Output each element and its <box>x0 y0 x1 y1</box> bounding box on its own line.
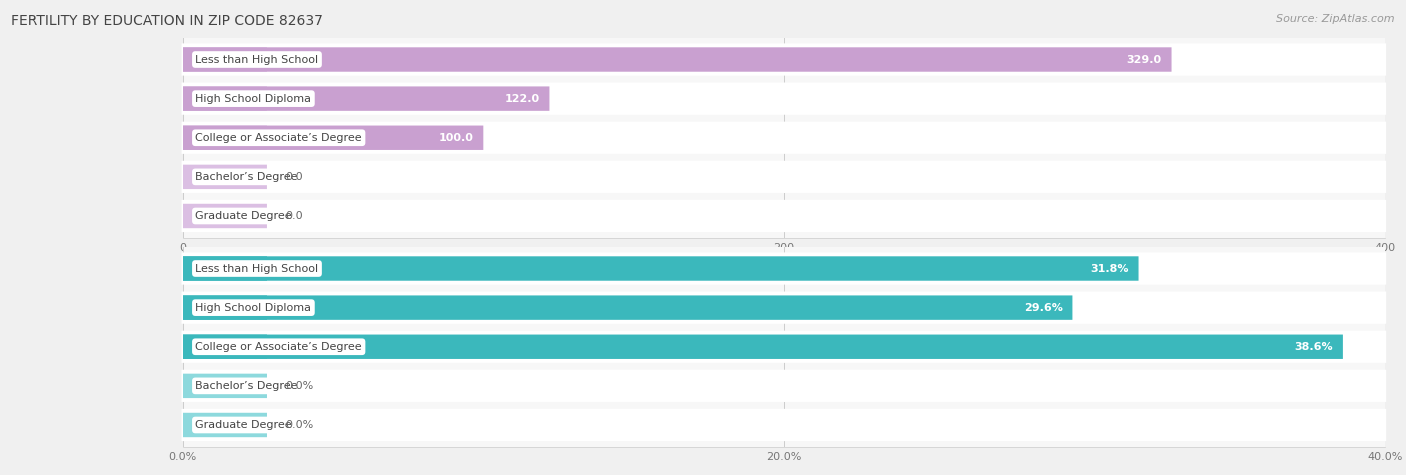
Text: Less than High School: Less than High School <box>195 55 319 65</box>
FancyBboxPatch shape <box>181 161 1386 193</box>
Text: FERTILITY BY EDUCATION IN ZIP CODE 82637: FERTILITY BY EDUCATION IN ZIP CODE 82637 <box>11 14 323 28</box>
FancyBboxPatch shape <box>183 86 267 111</box>
FancyBboxPatch shape <box>183 86 550 111</box>
FancyBboxPatch shape <box>183 48 1171 72</box>
Text: Graduate Degree: Graduate Degree <box>195 211 292 221</box>
FancyBboxPatch shape <box>183 374 267 398</box>
Text: Bachelor’s Degree: Bachelor’s Degree <box>195 172 298 182</box>
Text: 31.8%: 31.8% <box>1091 264 1129 274</box>
FancyBboxPatch shape <box>181 331 1386 363</box>
Text: 100.0: 100.0 <box>439 133 474 143</box>
FancyBboxPatch shape <box>183 334 267 359</box>
FancyBboxPatch shape <box>183 256 267 281</box>
Text: College or Associate’s Degree: College or Associate’s Degree <box>195 133 361 143</box>
FancyBboxPatch shape <box>183 295 1073 320</box>
Text: High School Diploma: High School Diploma <box>195 94 311 104</box>
FancyBboxPatch shape <box>181 252 1386 285</box>
Text: Bachelor’s Degree: Bachelor’s Degree <box>195 381 298 391</box>
Text: College or Associate’s Degree: College or Associate’s Degree <box>195 342 361 352</box>
FancyBboxPatch shape <box>181 122 1386 154</box>
Text: 0.0%: 0.0% <box>285 381 314 391</box>
Text: Source: ZipAtlas.com: Source: ZipAtlas.com <box>1277 14 1395 24</box>
Text: High School Diploma: High School Diploma <box>195 303 311 313</box>
Text: 0.0: 0.0 <box>285 172 302 182</box>
FancyBboxPatch shape <box>183 48 267 72</box>
Text: 0.0: 0.0 <box>285 211 302 221</box>
FancyBboxPatch shape <box>181 83 1386 115</box>
Text: Less than High School: Less than High School <box>195 264 319 274</box>
FancyBboxPatch shape <box>183 334 1343 359</box>
Text: 0.0%: 0.0% <box>285 420 314 430</box>
Text: 122.0: 122.0 <box>505 94 540 104</box>
FancyBboxPatch shape <box>183 125 484 150</box>
FancyBboxPatch shape <box>183 413 267 437</box>
Text: 38.6%: 38.6% <box>1295 342 1333 352</box>
FancyBboxPatch shape <box>181 292 1386 324</box>
FancyBboxPatch shape <box>181 370 1386 402</box>
Text: 329.0: 329.0 <box>1126 55 1161 65</box>
FancyBboxPatch shape <box>181 200 1386 232</box>
FancyBboxPatch shape <box>181 409 1386 441</box>
FancyBboxPatch shape <box>183 165 267 189</box>
FancyBboxPatch shape <box>183 204 267 228</box>
Text: Graduate Degree: Graduate Degree <box>195 420 292 430</box>
Text: 29.6%: 29.6% <box>1024 303 1063 313</box>
FancyBboxPatch shape <box>181 43 1386 76</box>
FancyBboxPatch shape <box>183 295 267 320</box>
FancyBboxPatch shape <box>183 256 1139 281</box>
FancyBboxPatch shape <box>183 125 267 150</box>
